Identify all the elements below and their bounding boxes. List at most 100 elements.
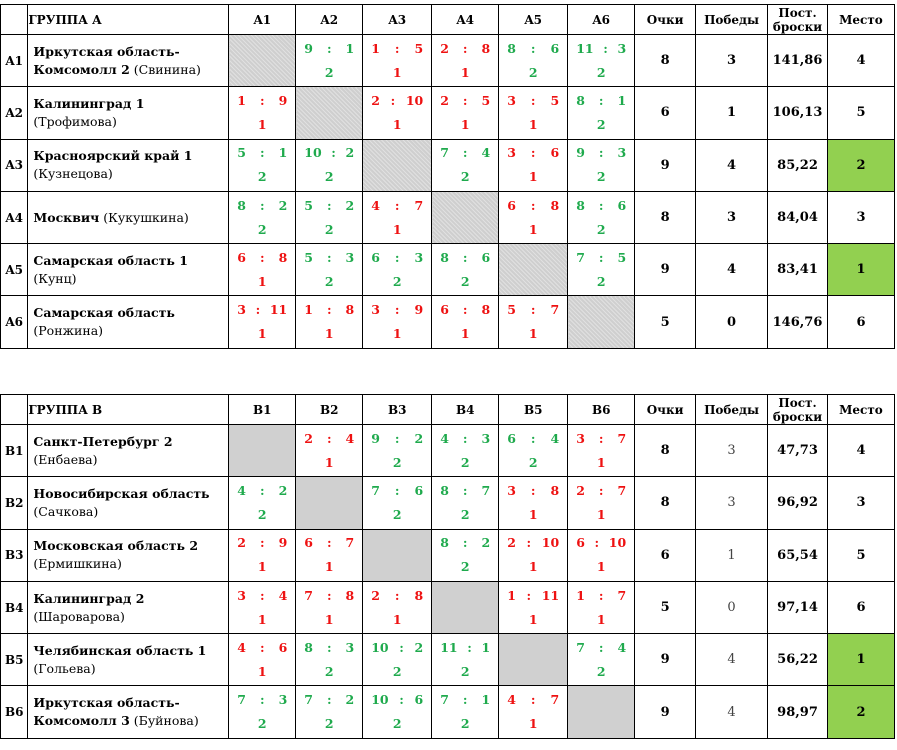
throws-cell: 106,13	[767, 86, 828, 140]
match-points: 1	[528, 611, 538, 627]
column-header: A2	[295, 4, 364, 35]
match-points: 2	[528, 454, 538, 470]
place-cell: 2	[826, 685, 896, 739]
place-cell: 6	[826, 295, 896, 349]
match-points: 1	[257, 326, 267, 342]
match-score: 10:6	[363, 691, 431, 709]
place-cell: 4	[826, 423, 896, 478]
team-name: Калининград 2	[33, 590, 145, 606]
match-score: 6:8	[499, 197, 567, 215]
score-for: 6	[237, 249, 246, 265]
score-separator: :	[462, 535, 468, 551]
wins-cell: 3	[695, 423, 769, 478]
score-against: 2	[414, 639, 424, 655]
score-for: 7	[237, 692, 246, 708]
team-coach: (Енбаева)	[33, 451, 98, 467]
column-header: A5	[498, 4, 569, 35]
score-for: 7	[304, 587, 313, 603]
score-against: 8	[278, 249, 288, 265]
score-for: 7	[576, 249, 585, 265]
match-score: 9:3	[568, 144, 634, 162]
table-row: A2 Калининград 1 (Трофимова) 1:9 1 2:10 1 2:5 1…	[0, 86, 896, 140]
score-separator: :	[462, 249, 468, 265]
score-separator: :	[526, 587, 532, 603]
match-score: 10:2	[296, 144, 362, 162]
score-separator: :	[462, 482, 468, 498]
throws-cell: 141,86	[767, 33, 828, 88]
team-name: Красноярский край 1	[33, 148, 193, 164]
team-coach: (Сачкова)	[33, 503, 99, 519]
score-for: 9	[371, 430, 380, 446]
match-score: 4:3	[432, 430, 498, 448]
match-points: 1	[528, 326, 538, 342]
score-against: 7	[550, 692, 560, 708]
match-score: 2:10	[499, 534, 567, 552]
score-against: 3	[345, 639, 355, 655]
score-against: 1	[617, 92, 627, 108]
score-against: 8	[345, 587, 355, 603]
score-for: 4	[440, 430, 449, 446]
self-match-cell	[567, 295, 636, 349]
throws-cell: 146,76	[767, 295, 828, 349]
match-score: 1:7	[568, 587, 634, 605]
corner-cell	[0, 394, 29, 425]
points-cell: 9	[634, 633, 697, 687]
score-against: 4	[345, 430, 355, 446]
score-for: 3	[237, 587, 246, 603]
score-for: 5	[304, 249, 313, 265]
team-name: Иркутская область-Комсомолл 2	[33, 43, 180, 77]
score-against: 11	[541, 587, 560, 603]
match-score: 7:2	[296, 691, 362, 709]
match-score: 7:8	[296, 587, 362, 605]
score-for: 7	[440, 145, 449, 161]
score-separator: :	[598, 482, 604, 498]
score-against: 8	[550, 482, 560, 498]
row-code: A4	[0, 190, 29, 245]
score-for: 8	[440, 249, 449, 265]
score-for: 5	[304, 197, 313, 213]
table-row: A3 Красноярский край 1 (Кузнецова) 5:1 2 10:…	[0, 138, 896, 192]
match-points: 1	[257, 559, 267, 575]
self-match-cell	[567, 685, 636, 739]
score-against: 3	[345, 249, 355, 265]
team-name: Иркутская область-Комсомолл 3	[33, 695, 180, 729]
match-points: 2	[460, 559, 470, 575]
score-separator: :	[259, 482, 265, 498]
match-score: 4:2	[229, 482, 295, 500]
match-score-cell: 2:10 1	[498, 528, 569, 582]
points-cell: 6	[634, 528, 697, 582]
team-cell: Иркутская область-Комсомолл 3 (Буйнова)	[27, 685, 230, 739]
column-header: B6	[567, 394, 636, 425]
score-for: 1	[507, 587, 516, 603]
score-for: 6	[507, 430, 516, 446]
score-for: 8	[440, 482, 449, 498]
score-against: 7	[414, 197, 424, 213]
points-cell: 8	[634, 423, 697, 478]
self-match-cell	[362, 138, 433, 192]
score-separator: :	[259, 587, 265, 603]
match-points: 1	[324, 454, 334, 470]
score-for: 8	[576, 92, 585, 108]
match-score: 8:1	[568, 92, 634, 110]
score-separator: :	[530, 482, 536, 498]
wins-cell: 4	[695, 243, 769, 297]
match-points: 1	[257, 116, 267, 132]
table-row: B5 Челябинская область 1 (Гольева) 4:6 1 8:3…	[0, 633, 896, 687]
score-for: 8	[304, 639, 313, 655]
score-separator: :	[462, 692, 468, 708]
match-score: 6:7	[296, 534, 362, 552]
